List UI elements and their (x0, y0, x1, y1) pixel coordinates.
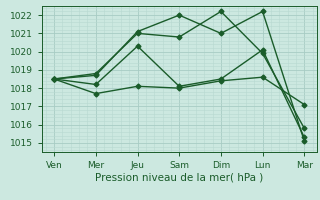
X-axis label: Pression niveau de la mer( hPa ): Pression niveau de la mer( hPa ) (95, 173, 263, 183)
